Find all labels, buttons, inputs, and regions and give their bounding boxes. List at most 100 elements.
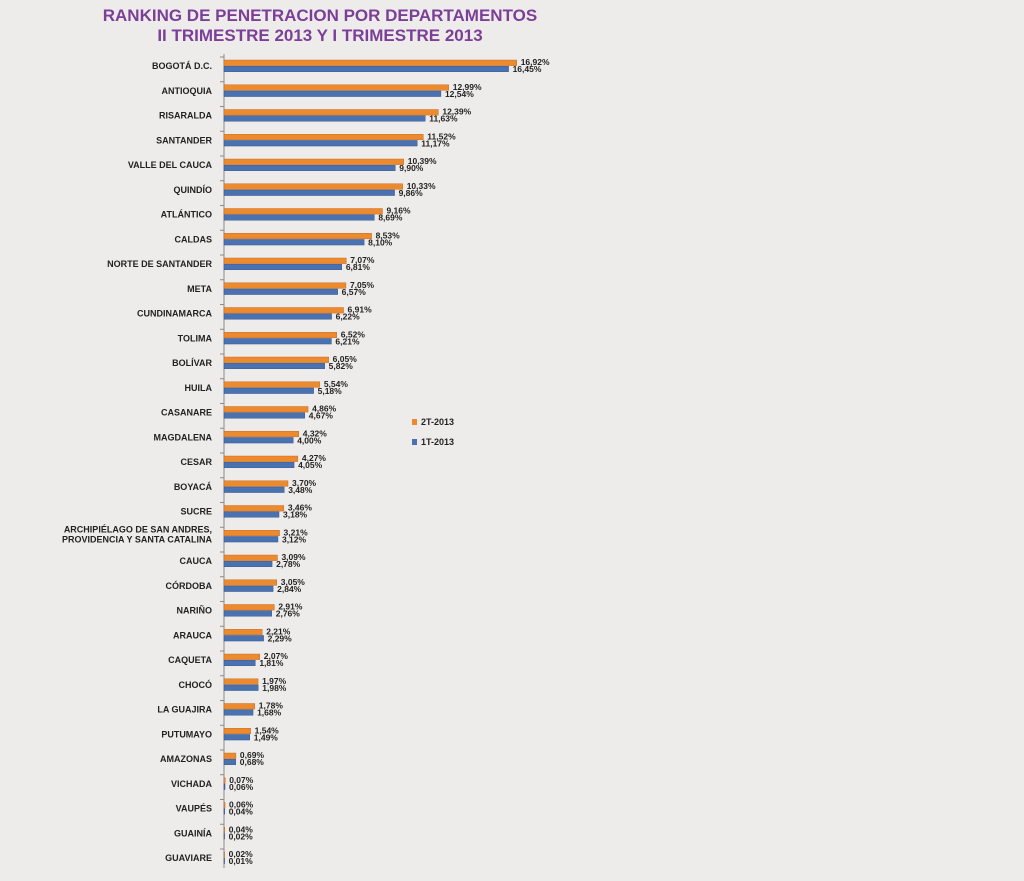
value-label-2t-2013: 16,92% <box>521 57 550 67</box>
bar-2t-2013 <box>223 158 404 165</box>
legend-label-1t-2013: 1T-2013 <box>421 437 454 447</box>
value-label-2t-2013: 1,97% <box>262 676 287 686</box>
value-label-1t-2013: 0,02% <box>229 831 254 841</box>
category-label: LA GUAJIRA <box>157 705 212 715</box>
bar-2t-2013 <box>223 480 289 487</box>
legend-label-2t-2013: 2T-2013 <box>421 417 454 427</box>
value-label-1t-2013: 6,21% <box>335 336 360 346</box>
category-label: PROVIDENCIA Y SANTA CATALINA <box>62 534 213 544</box>
bar-2t-2013 <box>223 381 321 388</box>
value-label-2t-2013: 0,04% <box>229 824 254 834</box>
bar-2t-2013 <box>223 431 299 438</box>
bar-1t-2013 <box>223 561 273 568</box>
value-label-1t-2013: 9,90% <box>399 163 424 173</box>
value-label-1t-2013: 8,69% <box>378 213 403 223</box>
chart-title-line-2: II TRIMESTRE 2013 Y I TRIMESTRE 2013 <box>157 26 483 45</box>
category-label: SUCRE <box>180 507 212 517</box>
bar-2t-2013 <box>223 183 403 190</box>
bar-2t-2013 <box>223 851 225 858</box>
category-label: CAQUETA <box>168 655 212 665</box>
category-label: AMAZONAS <box>160 754 212 764</box>
bar-2t-2013 <box>223 406 309 413</box>
category-label: NARIÑO <box>177 606 213 616</box>
bar-2t-2013 <box>223 579 277 586</box>
value-label-2t-2013: 2,07% <box>264 651 289 661</box>
category-label: PUTUMAYO <box>161 729 212 739</box>
value-label-2t-2013: 1,78% <box>259 701 284 711</box>
bar-1t-2013 <box>223 511 280 518</box>
bar-2t-2013 <box>223 257 347 264</box>
category-label: ATLÁNTICO <box>161 210 212 220</box>
category-label: NORTE DE SANTANDER <box>107 259 212 269</box>
category-label: VICHADA <box>171 779 213 789</box>
category-label: HUILA <box>185 383 213 393</box>
bar-2t-2013 <box>223 505 285 512</box>
bar-1t-2013 <box>223 313 332 320</box>
value-label-1t-2013: 5,82% <box>329 361 354 371</box>
bar-1t-2013 <box>223 734 250 741</box>
bar-2t-2013 <box>223 134 424 141</box>
bar-1t-2013 <box>223 462 295 469</box>
value-label-1t-2013: 3,12% <box>282 534 307 544</box>
category-label: ARAUCA <box>173 630 212 640</box>
value-label-2t-2013: 7,07% <box>350 255 375 265</box>
value-label-1t-2013: 6,57% <box>342 287 367 297</box>
category-label: MAGDALENA <box>154 432 213 442</box>
bar-1t-2013 <box>223 585 274 592</box>
bar-1t-2013 <box>223 635 264 642</box>
bar-1t-2013 <box>223 115 426 122</box>
value-label-2t-2013: 0,06% <box>229 800 254 810</box>
value-label-2t-2013: 4,86% <box>312 404 337 414</box>
value-label-1t-2013: 1,68% <box>257 708 282 718</box>
bar-2t-2013 <box>223 728 251 735</box>
bar-2t-2013 <box>223 307 344 314</box>
legend-swatch-1t-2013 <box>412 439 417 445</box>
bar-1t-2013 <box>223 660 256 667</box>
bar-2t-2013 <box>223 84 449 91</box>
category-label: ANTIOQUIA <box>162 86 213 96</box>
value-label-2t-2013: 0,02% <box>229 849 254 859</box>
bar-2t-2013 <box>223 629 263 636</box>
category-label: BOLÍVAR <box>172 358 212 368</box>
bar-1t-2013 <box>223 412 305 419</box>
bar-1t-2013 <box>223 338 332 345</box>
bar-2t-2013 <box>223 282 347 289</box>
value-label-1t-2013: 2,76% <box>276 609 301 619</box>
value-label-1t-2013: 4,67% <box>309 411 334 421</box>
chart-title-line-1: RANKING DE PENETRACION POR DEPARTAMENTOS <box>102 6 538 25</box>
category-label: CHOCÓ <box>179 679 213 690</box>
value-label-1t-2013: 12,54% <box>445 89 474 99</box>
bar-2t-2013 <box>223 554 278 561</box>
value-label-1t-2013: 3,48% <box>288 485 313 495</box>
bar-2t-2013 <box>223 59 517 66</box>
value-label-2t-2013: 4,32% <box>303 428 328 438</box>
category-label: QUINDÍO <box>173 185 212 195</box>
bar-2t-2013 <box>223 777 226 784</box>
value-label-2t-2013: 6,91% <box>348 305 373 315</box>
value-label-2t-2013: 6,05% <box>333 354 358 364</box>
bar-1t-2013 <box>223 610 272 617</box>
category-label: CÓRDOBA <box>166 580 213 591</box>
value-label-2t-2013: 12,39% <box>442 107 471 117</box>
bar-2t-2013 <box>223 703 255 710</box>
value-label-1t-2013: 8,10% <box>368 237 393 247</box>
bar-1t-2013 <box>223 858 225 865</box>
bar-1t-2013 <box>223 486 285 493</box>
value-label-2t-2013: 0,69% <box>240 750 265 760</box>
value-label-1t-2013: 9,86% <box>399 188 424 198</box>
value-label-1t-2013: 11,63% <box>429 114 458 124</box>
value-label-2t-2013: 9,16% <box>386 206 411 216</box>
bar-1t-2013 <box>223 709 254 716</box>
legend-swatch-2t-2013 <box>412 419 417 425</box>
value-label-1t-2013: 1,81% <box>259 658 284 668</box>
bar-1t-2013 <box>223 65 509 72</box>
bar-2t-2013 <box>223 678 259 685</box>
category-label: GUAINÍA <box>174 828 213 838</box>
bar-1t-2013 <box>223 783 226 790</box>
bar-1t-2013 <box>223 214 375 221</box>
value-label-1t-2013: 5,18% <box>318 386 343 396</box>
value-label-2t-2013: 2,21% <box>266 626 291 636</box>
bar-2t-2013 <box>223 455 299 462</box>
bar-1t-2013 <box>223 684 259 691</box>
category-label: ARCHIPIÉLAGO DE SAN ANDRES, <box>64 524 212 534</box>
